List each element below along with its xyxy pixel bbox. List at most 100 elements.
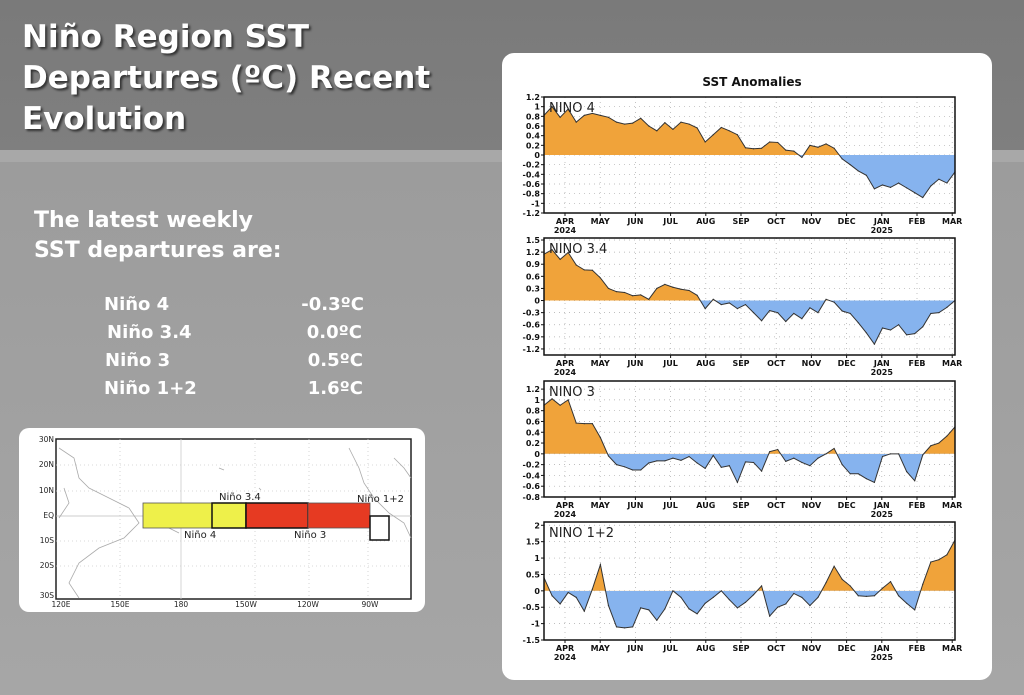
- data-point: [744, 601, 747, 603]
- data-point: [841, 158, 843, 160]
- title-line: Departures (ºC) Recent: [22, 60, 431, 96]
- x-year-label: 2024: [554, 226, 577, 235]
- data-point: [809, 465, 811, 467]
- x-tick-label: APR: [556, 501, 574, 510]
- y-tick-label: -0.2: [523, 161, 541, 170]
- data-point: [889, 186, 892, 188]
- region-value: 1.6ºC: [307, 378, 363, 399]
- x-tick-label: NOV: [802, 501, 822, 510]
- data-point: [769, 615, 771, 617]
- data-point: [656, 460, 658, 462]
- data-point: [704, 308, 706, 310]
- nino3-label: Niño 3: [294, 530, 326, 541]
- x-tick-label: JUN: [626, 217, 643, 226]
- data-point: [680, 121, 682, 123]
- chart-panel-nino-3-4: NINO 3.4 1.5 1.2 0.9 0.6 0.3 0 -0.3 -0.6 -0.9 -1.2…: [523, 236, 963, 377]
- data-point: [656, 287, 658, 290]
- data-point: [938, 178, 940, 180]
- region-name: Niño 3.4: [107, 322, 192, 343]
- data-point: [817, 457, 819, 459]
- data-point: [849, 585, 851, 587]
- x-tick-label: NOV: [802, 359, 822, 368]
- data-point: [897, 182, 900, 184]
- data-point: [607, 287, 610, 290]
- y-tick-label: 0.4: [526, 132, 541, 141]
- x-year-label: 2025: [871, 226, 894, 235]
- y-tick-label: 1.2: [526, 93, 540, 102]
- anomaly-line: [543, 539, 956, 629]
- data-point: [696, 613, 698, 615]
- data-point: [696, 127, 698, 129]
- lat-label: 10S: [40, 536, 55, 545]
- panel-label: NINO 3.4: [549, 242, 607, 257]
- data-point: [785, 460, 787, 462]
- x-tick-label: DEC: [838, 359, 856, 368]
- data-point: [946, 182, 948, 184]
- data-point: [672, 286, 674, 288]
- data-point: [712, 134, 714, 136]
- data-point: [583, 114, 585, 116]
- x-tick-label: AUG: [696, 217, 715, 226]
- y-tick-label: 0: [534, 587, 540, 596]
- x-tick-label: NOV: [802, 644, 822, 653]
- lat-label: 10N: [39, 486, 54, 495]
- panel-label: NINO 3: [549, 385, 595, 400]
- data-point: [946, 435, 948, 437]
- y-tick-label: 1.5: [526, 538, 541, 547]
- x-tick-label: DEC: [838, 501, 856, 510]
- data-point: [648, 609, 650, 611]
- x-tick-label: OCT: [767, 644, 786, 653]
- data-point: [607, 604, 610, 607]
- data-point: [865, 174, 867, 176]
- panel-label: NINO 1+2: [549, 526, 614, 541]
- data-point: [793, 150, 795, 152]
- data-point: [607, 116, 610, 118]
- y-tick-label: 0: [534, 450, 540, 459]
- data-point: [736, 481, 739, 484]
- data-point: [922, 454, 924, 456]
- data-point: [793, 592, 795, 595]
- data-point: [680, 596, 682, 598]
- data-point: [833, 447, 835, 450]
- data-point: [575, 422, 577, 424]
- y-tick-label: 1: [534, 396, 540, 405]
- data-point: [801, 156, 803, 159]
- data-point: [897, 324, 900, 326]
- x-tick-label: MAY: [591, 644, 610, 653]
- y-tick-label: -0.6: [523, 180, 541, 189]
- data-point: [817, 312, 819, 314]
- data-point: [777, 606, 779, 608]
- data-point: [873, 188, 876, 190]
- y-tick-label: -1: [531, 620, 540, 629]
- data-point: [906, 471, 908, 473]
- data-point: [744, 147, 747, 149]
- data-point: [881, 327, 884, 329]
- data-point: [632, 295, 634, 297]
- data-point: [946, 554, 948, 556]
- data-point: [809, 144, 811, 146]
- data-point: [551, 595, 553, 597]
- data-point: [567, 251, 569, 254]
- data-point: [825, 453, 827, 455]
- data-point: [720, 466, 722, 468]
- y-tick-label: 1: [534, 554, 540, 563]
- data-point: [559, 404, 561, 406]
- nino34-label: Niño 3.4: [219, 492, 261, 503]
- x-tick-label: MAY: [591, 359, 610, 368]
- x-tick-label: FEB: [908, 359, 925, 368]
- lat-label: 30S: [40, 591, 55, 600]
- x-tick-label: MAR: [942, 359, 962, 368]
- lat-label: EQ: [43, 511, 54, 520]
- data-point: [591, 588, 593, 590]
- y-tick-label: -0.3: [523, 309, 541, 318]
- positive-anomaly-area: [544, 106, 955, 155]
- y-tick-label: 0.8: [526, 112, 541, 121]
- data-point: [632, 626, 634, 628]
- value-row: Niño 1+2 1.6ºC: [104, 378, 364, 406]
- anomaly-line: [543, 105, 956, 199]
- data-point: [680, 288, 682, 290]
- data-point: [930, 445, 932, 447]
- data-point: [777, 448, 779, 451]
- y-tick-label: 0.8: [526, 407, 541, 416]
- data-point: [583, 269, 585, 271]
